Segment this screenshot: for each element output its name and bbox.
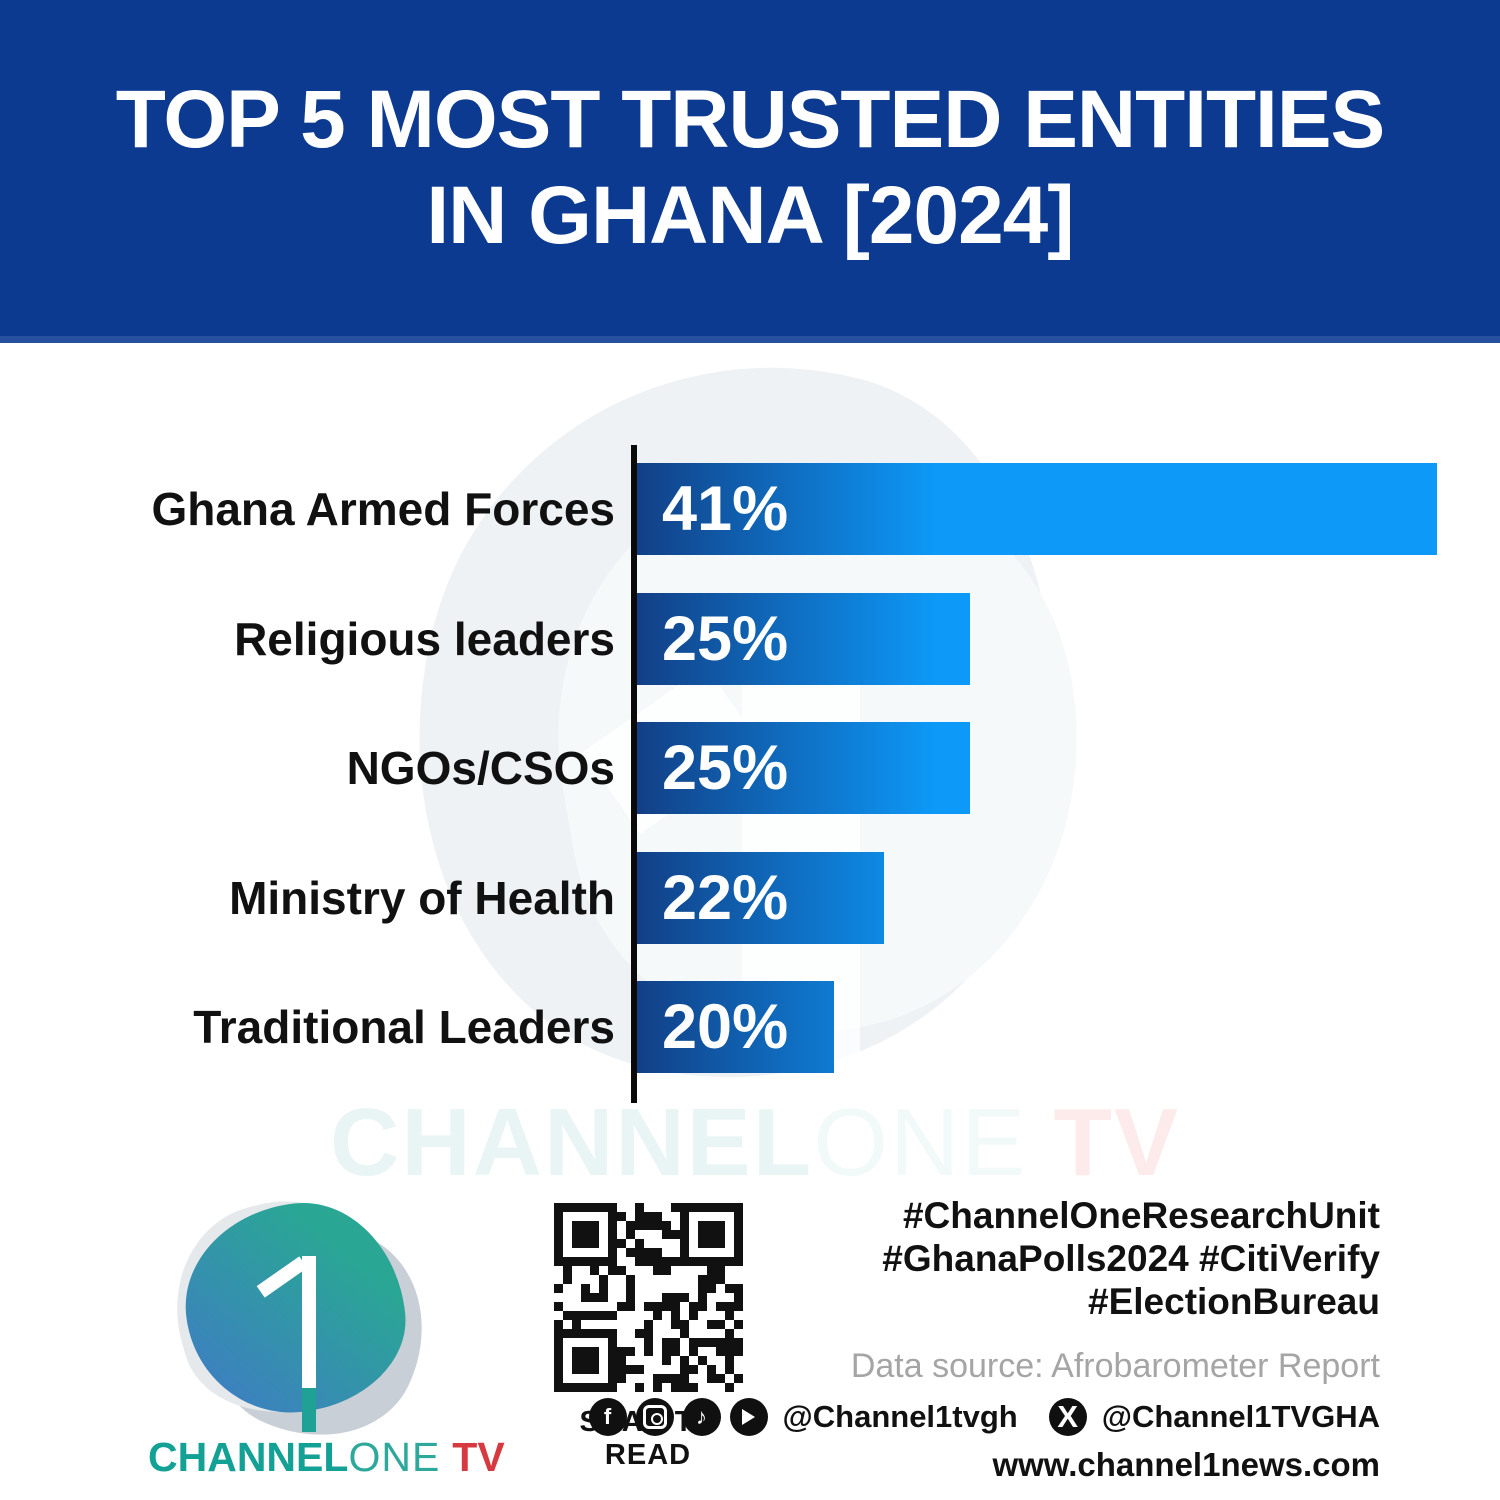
channel-one-logo: CHANNELONE TV (140, 1176, 505, 1480)
channel-one-watermark: CHANNELONE TV (330, 1088, 1430, 1198)
x-glyph: X (1057, 1399, 1079, 1434)
header-banner: TOP 5 MOST TRUSTED ENTITIES IN GHANA [20… (0, 0, 1500, 343)
qr-code (553, 1203, 743, 1392)
watermark-one: ONE (813, 1089, 1028, 1196)
footer-info-block: #ChannelOneResearchUnit #GhanaPolls2024 … (588, 1194, 1380, 1484)
page-title-line1: TOP 5 MOST TRUSTED ENTITIES (115, 74, 1385, 165)
x-icon: X (1048, 1398, 1087, 1436)
qr-block: SCAN TO READ (543, 1203, 753, 1472)
bar-value: 22% (662, 863, 789, 933)
logo-wordmark: CHANNELONE TV (148, 1434, 505, 1481)
bar (636, 722, 970, 814)
watermark-channel: CHANNEL (330, 1089, 814, 1196)
hashtag-line-3: #ElectionBureau (1088, 1281, 1380, 1322)
social-handle-main: @Channel1tvgh (782, 1399, 1018, 1434)
wordmark-channel: CHANNEL (148, 1434, 349, 1480)
instagram-glyph (642, 1405, 667, 1429)
social-handle-x: @Channel1TVGHA (1101, 1399, 1380, 1434)
wordmark-one: ONE (348, 1434, 441, 1480)
hashtag-line-1: #ChannelOneResearchUnit (902, 1195, 1380, 1236)
logo-numeral-stem (302, 1256, 316, 1388)
bar-value: 25% (662, 604, 789, 674)
bar (636, 593, 970, 685)
page-title-line2: IN GHANA [2024] (426, 170, 1074, 261)
bar (636, 981, 834, 1073)
facebook-icon: f (588, 1398, 627, 1436)
youtube-icon (729, 1398, 768, 1436)
bar-value: 41% (662, 474, 789, 544)
bar-label: Ghana Armed Forces (151, 483, 615, 535)
wordmark-tv: TV (452, 1434, 505, 1480)
chart-axis-line (631, 445, 637, 1103)
social-media-row: f ♪ @Channel1tvgh X @Channel1TVGHA (588, 1398, 1380, 1436)
bar-label: Religious leaders (234, 613, 615, 665)
data-source-credit: Data source: Afrobarometer Report (850, 1347, 1380, 1385)
bar-label: Traditional Leaders (193, 1001, 615, 1053)
bar-label: NGOs/CSOs (346, 742, 615, 794)
instagram-icon (635, 1398, 674, 1436)
youtube-play-glyph (742, 1409, 756, 1425)
instagram-lens-dot (650, 1413, 663, 1425)
logo-numeral-tail (302, 1388, 316, 1432)
hashtag-line-2: #GhanaPolls2024 #CitiVerify (882, 1238, 1380, 1279)
tiktok-icon: ♪ (682, 1398, 721, 1436)
bar-value: 20% (662, 992, 789, 1062)
tiktok-glyph: ♪ (696, 1404, 708, 1429)
bar (636, 852, 884, 944)
website-url: www.channel1news.com (992, 1446, 1380, 1483)
bar (636, 463, 1437, 555)
bar-value: 25% (662, 733, 789, 803)
bar-label: Ministry of Health (229, 872, 615, 924)
watermark-tv: TV (1053, 1089, 1181, 1196)
facebook-glyph: f (603, 1404, 612, 1429)
